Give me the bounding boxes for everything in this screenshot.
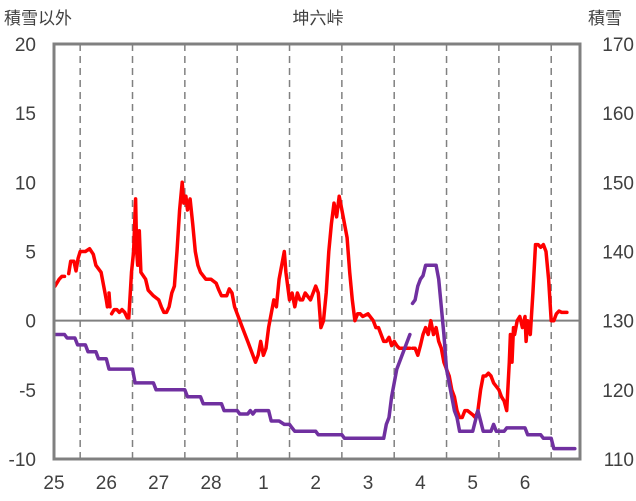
- right-tick-label: 140: [602, 243, 634, 264]
- right-tick-label: 110: [604, 450, 634, 471]
- x-axis-ticks: 25 26 27 28 1 2 3 4 5 6: [43, 473, 530, 494]
- x-tick-label: 6: [520, 473, 531, 494]
- left-tick-label: -10: [9, 450, 36, 471]
- x-tick-label: 1: [258, 473, 269, 494]
- right-axis-ticks: 170 160 150 140 130 120 110: [602, 35, 634, 471]
- series: [53, 180, 577, 451]
- left-tick-label: 0: [25, 312, 36, 333]
- x-tick-label: 4: [415, 473, 426, 494]
- left-tick-label: 15: [15, 104, 36, 125]
- x-tick-label: 2: [310, 473, 321, 494]
- x-tick-label: 5: [467, 473, 478, 494]
- x-tick-label: 27: [148, 473, 169, 494]
- chart-title: 坤六峠: [293, 9, 344, 28]
- left-axis-title: 積雪以外: [4, 9, 72, 28]
- left-tick-label: -5: [19, 381, 36, 402]
- right-tick-label: 170: [602, 35, 634, 56]
- series-0-line-2: [107, 291, 112, 309]
- right-tick-label: 150: [602, 173, 634, 194]
- plot-frame: [52, 42, 582, 461]
- right-tick-label: 130: [602, 312, 634, 333]
- left-axis-ticks: 20 15 10 5 0 -5 -10: [9, 35, 36, 471]
- x-tick-label: 26: [96, 473, 117, 494]
- left-tick-label: 10: [15, 173, 36, 194]
- series-0-line-4: [410, 242, 569, 420]
- right-axis-title: 積雪: [588, 9, 622, 28]
- left-tick-label: 20: [15, 35, 36, 56]
- right-tick-label: 120: [602, 381, 634, 402]
- series-0-line-3: [109, 180, 412, 364]
- x-tick-label: 25: [43, 473, 64, 494]
- series-0-line-0: [53, 274, 67, 288]
- series-1-line-0: [53, 332, 412, 441]
- left-tick-label: 5: [25, 243, 36, 264]
- x-tick-label: 3: [363, 473, 374, 494]
- series-0-line-1: [66, 246, 110, 309]
- x-tick-label: 28: [200, 473, 221, 494]
- right-tick-label: 160: [602, 104, 634, 125]
- series-1-line-1: [410, 263, 577, 451]
